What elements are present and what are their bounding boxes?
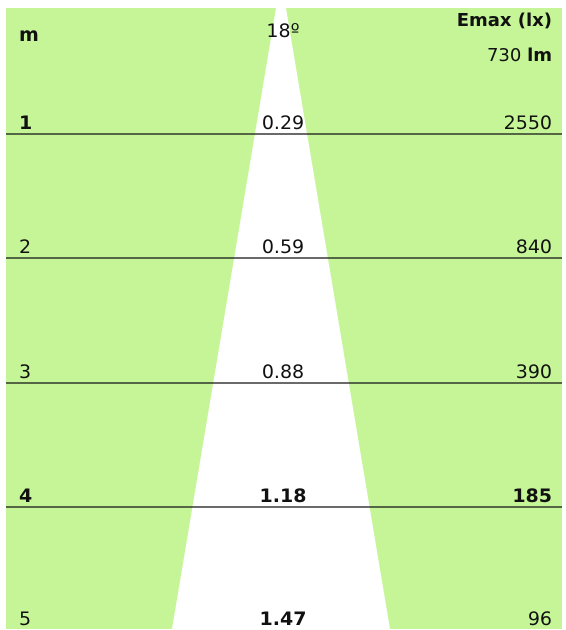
distance-unit-label: m: [19, 24, 39, 46]
light-beam-cone: [172, 8, 390, 629]
lumen-unit: lm: [527, 45, 552, 66]
lux-3: 390: [515, 361, 552, 383]
lumen-value: 730: [486, 45, 522, 66]
beam-angle-label: 18º: [266, 20, 300, 42]
lux-2: 840: [515, 236, 552, 258]
lux-5: 96: [527, 608, 552, 630]
distance-1: 1: [19, 112, 33, 134]
diameter-3: 0.88: [261, 361, 305, 383]
distance-5: 5: [19, 608, 32, 630]
diameter-5: 1.47: [259, 608, 307, 630]
emax-label: Emax (lx): [456, 10, 552, 31]
lux-1: 2550: [503, 112, 552, 134]
distance-3: 3: [19, 361, 32, 383]
lux-4: 185: [512, 485, 552, 507]
distance-4: 4: [19, 485, 33, 507]
diameter-2: 0.59: [261, 236, 305, 258]
diameter-1: 0.29: [261, 112, 305, 134]
lumen-label: 730 lm: [487, 47, 552, 65]
distance-2: 2: [19, 236, 32, 258]
diameter-4: 1.18: [259, 485, 307, 507]
